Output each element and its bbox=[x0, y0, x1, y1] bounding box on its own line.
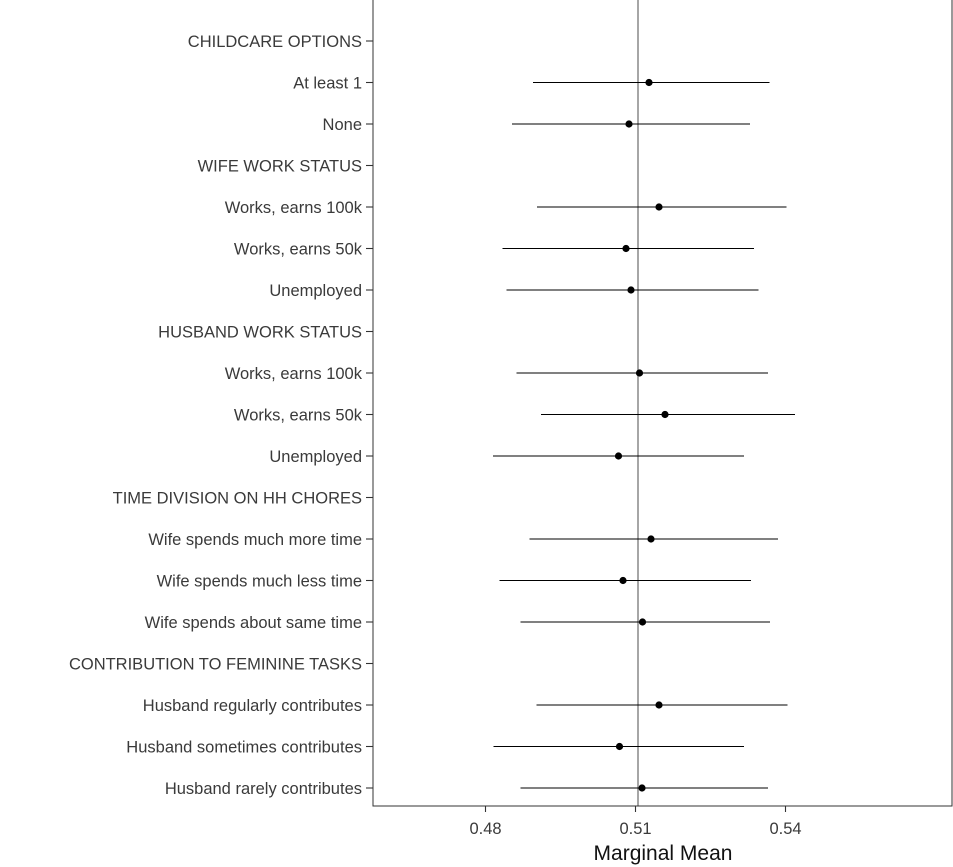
estimate-point bbox=[638, 784, 646, 792]
plot-panel-border bbox=[372, 0, 953, 807]
y-level-label: Unemployed bbox=[269, 282, 362, 300]
y-level-label: Unemployed bbox=[269, 448, 362, 466]
y-group-header-label: CONTRIBUTION TO FEMININE TASKS bbox=[69, 656, 362, 674]
estimate-point bbox=[635, 369, 644, 377]
estimate-point bbox=[661, 410, 669, 419]
y-level-label: Works, earns 50k bbox=[234, 241, 363, 259]
y-level-label: Wife spends much more time bbox=[148, 531, 362, 549]
estimate-point bbox=[645, 78, 653, 87]
estimate-point bbox=[619, 576, 627, 585]
estimate-point bbox=[655, 701, 663, 709]
y-axis: CHILDCARE OPTIONS At least 1 None WIFE WORK… bbox=[69, 33, 373, 798]
x-tick-label: 0.51 bbox=[619, 820, 651, 838]
y-level-label: Husband rarely contributes bbox=[165, 780, 362, 798]
estimate-point bbox=[622, 244, 630, 253]
estimate-point bbox=[614, 452, 623, 460]
estimate-point bbox=[647, 535, 655, 543]
x-tick-label: 0.54 bbox=[769, 820, 801, 838]
y-level-label: Husband regularly contributes bbox=[143, 697, 362, 715]
y-group-header-label: HUSBAND WORK STATUS bbox=[158, 324, 362, 342]
y-level-label: Wife spends much less time bbox=[157, 573, 362, 591]
x-axis-title: Marginal Mean bbox=[594, 842, 733, 865]
y-level-label: Works, earns 100k bbox=[225, 365, 363, 383]
estimate-point bbox=[625, 120, 633, 128]
y-group-header-label: WIFE WORK STATUS bbox=[198, 158, 362, 176]
estimate-point bbox=[638, 618, 647, 626]
x-axis: 0.48 0.51 0.54 bbox=[469, 806, 802, 838]
y-level-label: At least 1 bbox=[293, 75, 362, 93]
y-group-header-label: TIME DIVISION ON HH CHORES bbox=[113, 490, 362, 508]
plot-marks bbox=[493, 0, 795, 806]
y-group-header-label: CHILDCARE OPTIONS bbox=[188, 33, 362, 51]
y-level-label: None bbox=[323, 116, 362, 134]
estimate-point bbox=[627, 286, 635, 294]
y-level-label: Husband sometimes contributes bbox=[126, 739, 362, 757]
y-level-label: Works, earns 100k bbox=[225, 199, 363, 217]
estimate-point bbox=[615, 742, 624, 751]
y-level-label: Wife spends about same time bbox=[145, 614, 362, 632]
x-tick-label: 0.48 bbox=[469, 820, 501, 838]
estimate-point bbox=[655, 203, 663, 211]
y-level-label: Works, earns 50k bbox=[234, 407, 363, 425]
